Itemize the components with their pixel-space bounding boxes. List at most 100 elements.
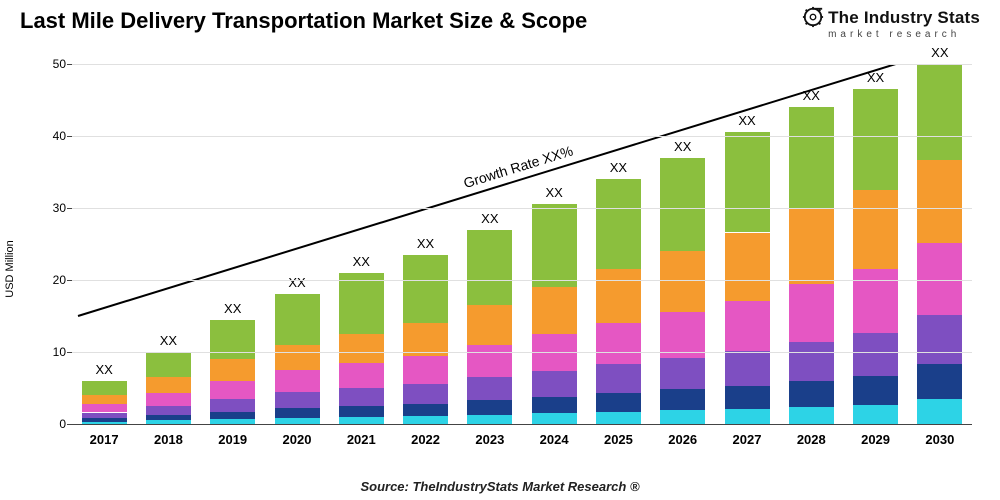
bar-segment [917, 364, 962, 399]
bar-segment [917, 315, 962, 364]
bar-segment [82, 381, 127, 395]
bar-segment [339, 417, 384, 424]
bar-value-label: XX [596, 160, 641, 175]
bar-segment [210, 320, 255, 360]
bar-segment [467, 415, 512, 424]
grid-line [72, 208, 972, 209]
bar-value-label: XX [467, 211, 512, 226]
bar-segment [596, 179, 641, 269]
bar-segment [853, 190, 898, 269]
bar-segment [275, 418, 320, 424]
bar-group: XX [532, 204, 577, 424]
y-tick-label: 30 [38, 201, 66, 215]
bar-group: XX [339, 273, 384, 424]
bar-segment [467, 305, 512, 345]
bar-value-label: XX [532, 185, 577, 200]
bar-segment [532, 413, 577, 424]
bar-segment [82, 413, 127, 419]
bar-segment [917, 160, 962, 243]
y-axis-label: USD Million [4, 240, 16, 297]
y-tick-mark [67, 208, 72, 209]
bar-segment [339, 273, 384, 334]
x-tick-label: 2018 [154, 432, 183, 447]
bar-segment [467, 400, 512, 414]
bar-segment [789, 284, 834, 342]
x-tick-label: 2024 [540, 432, 569, 447]
y-tick-mark [67, 424, 72, 425]
brand-logo: The Industry Stats market research [802, 6, 980, 40]
bar-segment [789, 107, 834, 209]
bar-group: XX [917, 64, 962, 424]
bar-value-label: XX [82, 362, 127, 377]
bar-segment [82, 422, 127, 424]
bar-segment [275, 345, 320, 370]
x-tick-label: 2030 [925, 432, 954, 447]
bar-segment [853, 269, 898, 332]
bar-group: XX [789, 107, 834, 424]
bar-group: XX [210, 320, 255, 424]
bar-segment [660, 312, 705, 357]
bar-group: XX [725, 132, 770, 424]
bar-value-label: XX [789, 88, 834, 103]
bar-value-label: XX [853, 70, 898, 85]
bar-segment [660, 251, 705, 312]
chart-footer: Source: TheIndustryStats Market Research… [0, 479, 1000, 494]
bars-layer: XXXXXXXXXXXXXXXXXXXXXXXXXXXX [72, 64, 972, 424]
bar-segment [596, 412, 641, 424]
x-tick-label: 2027 [733, 432, 762, 447]
bar-group: XX [596, 179, 641, 424]
bar-segment [339, 388, 384, 406]
bar-segment [210, 399, 255, 412]
bar-segment [275, 294, 320, 344]
bar-segment [339, 363, 384, 388]
bar-segment [596, 269, 641, 323]
bar-segment [596, 364, 641, 393]
bar-segment [660, 358, 705, 390]
bar-segment [403, 404, 448, 416]
bar-segment [82, 404, 127, 413]
bar-segment [146, 352, 191, 377]
bar-segment [467, 230, 512, 306]
bar-segment [660, 158, 705, 252]
bar-segment [210, 419, 255, 424]
bar-segment [403, 356, 448, 384]
y-tick-label: 0 [38, 417, 66, 431]
bar-segment [789, 342, 834, 381]
y-tick-label: 20 [38, 273, 66, 287]
bar-segment [146, 415, 191, 421]
bar-segment [210, 381, 255, 399]
bar-segment [403, 255, 448, 323]
bar-group: XX [660, 158, 705, 424]
plot-area: XXXXXXXXXXXXXXXXXXXXXXXXXXXX Growth Rate… [72, 64, 972, 425]
y-tick-mark [67, 64, 72, 65]
bar-segment [275, 392, 320, 408]
bar-segment [82, 395, 127, 404]
bar-segment [339, 406, 384, 417]
bar-value-label: XX [210, 301, 255, 316]
bar-segment [82, 418, 127, 422]
bar-segment [532, 371, 577, 397]
bar-segment [725, 409, 770, 424]
grid-line [72, 352, 972, 353]
x-tick-label: 2022 [411, 432, 440, 447]
x-tick-label: 2026 [668, 432, 697, 447]
bar-segment [146, 406, 191, 415]
bar-segment [339, 334, 384, 363]
grid-line [72, 280, 972, 281]
bar-segment [660, 410, 705, 424]
bar-segment [532, 204, 577, 287]
bar-value-label: XX [146, 333, 191, 348]
bar-segment [853, 333, 898, 376]
grid-line [72, 136, 972, 137]
x-tick-label: 2019 [218, 432, 247, 447]
bar-segment [853, 89, 898, 190]
bar-group: XX [275, 294, 320, 424]
bar-segment [146, 377, 191, 393]
gear-icon [802, 6, 824, 28]
bar-segment [853, 376, 898, 405]
x-tick-label: 2020 [283, 432, 312, 447]
grid-line [72, 64, 972, 65]
bar-value-label: XX [339, 254, 384, 269]
brand-name: The Industry Stats [828, 9, 980, 26]
bar-segment [532, 287, 577, 334]
